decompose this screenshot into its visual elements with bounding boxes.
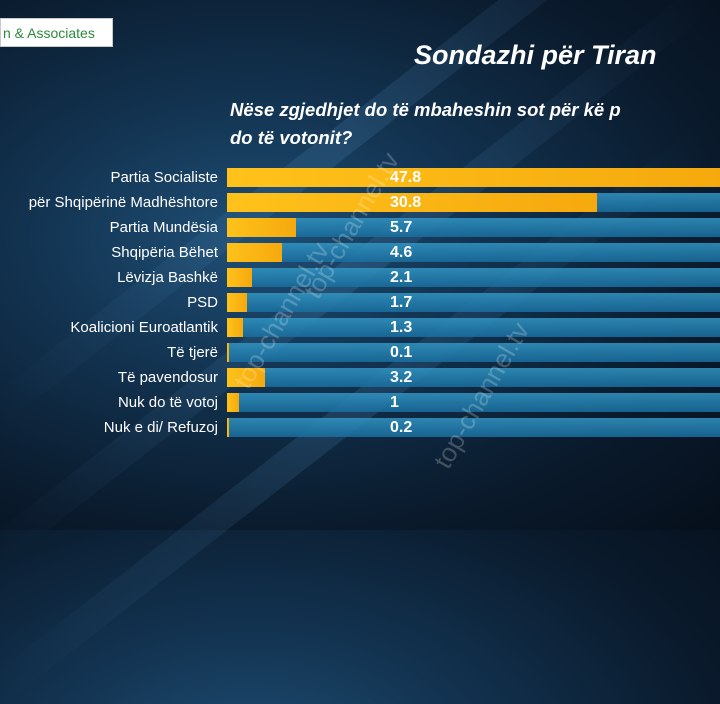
bar [227,368,266,387]
value-label: 1.7 [390,294,413,311]
value-label: 2.1 [390,269,413,286]
bar-track [227,418,720,437]
bar-track [227,368,720,387]
category-label: Të tjerë [167,344,218,361]
chart-row: PSD 1.7 [0,290,720,315]
chart-subtitle: Nëse zgjedhjet do të mbaheshin sot për k… [230,96,720,152]
bar [227,193,598,212]
bar [227,243,283,262]
bar [227,318,243,337]
bar [227,393,240,412]
category-label: Partia Mundësia [109,219,218,236]
bar-track [227,318,720,337]
value-label: 0.2 [390,419,413,436]
pollster-logo-text: n & Associates [3,24,95,41]
bar-track [227,243,720,262]
value-label: 30.8 [390,194,422,211]
bar-track [227,168,720,187]
chart-row: Nuk e di/ Refuzoj 0.2 [0,415,720,440]
bar-track [227,193,720,212]
value-label: 4.6 [390,244,413,261]
bar [227,168,720,187]
value-label: 5.7 [390,219,413,236]
pollster-logo: n & Associates [0,18,113,47]
chart-row: Nuk do të votoj 1 [0,390,720,415]
chart-title: Sondazhi për Tiran [414,40,657,70]
bar-track [227,218,720,237]
bar [227,418,230,437]
chart-row: Koalicioni Euroatlantik 1.3 [0,315,720,340]
value-label: 1 [390,394,399,411]
subtitle-line-1: Nëse zgjedhjet do të mbaheshin sot për k… [230,99,621,120]
chart-row: Të pavendosur 3.2 [0,365,720,390]
category-label: Të pavendosur [117,369,218,386]
chart-row: Partia Socialiste 47.8 [0,165,720,190]
category-label: Shqipëria Bëhet [111,244,218,261]
value-label: 0.1 [390,344,413,361]
category-label: Koalicioni Euroatlantik [70,319,218,336]
bar [227,218,296,237]
bar-track [227,293,720,312]
bar-track [227,393,720,412]
bar [227,268,253,287]
chart-row: Të tjerë 0.1 [0,340,720,365]
category-label: Partia Socialiste [110,169,218,186]
value-label: 47.8 [390,169,422,186]
bar-track [227,343,720,362]
bar-track [227,268,720,287]
value-label: 1.3 [390,319,413,336]
poll-bar-chart: Partia Socialiste 47.8 për Shqipërinë Madh… [0,165,720,445]
chart-row: Lëvizja Bashkë 2.1 [0,265,720,290]
category-label: për Shqipërinë Madhështore [28,194,218,211]
category-label: PSD [187,294,218,311]
category-label: Nuk e di/ Refuzoj [103,419,218,436]
chart-row: Partia Mundësia 5.7 [0,215,720,240]
bar [227,293,248,312]
bar [227,343,229,362]
chart-row: për Shqipërinë Madhështore 30.8 [0,190,720,215]
category-label: Nuk do të votoj [117,394,218,411]
chart-row: Shqipëria Bëhet 4.6 [0,240,720,265]
value-label: 3.2 [390,369,413,386]
category-label: Lëvizja Bashkë [117,269,218,286]
subtitle-line-2: do të votonit? [230,127,353,148]
